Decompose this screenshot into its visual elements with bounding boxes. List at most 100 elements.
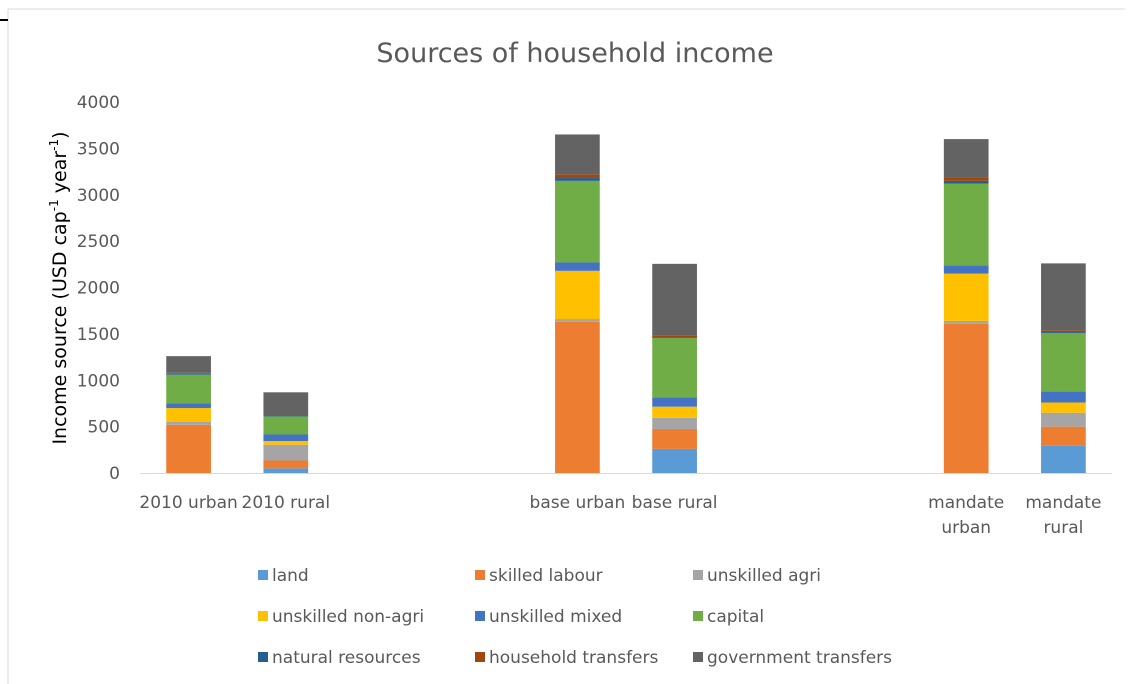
- x-tick-label: mandate: [1025, 493, 1101, 513]
- x-tick-label: base rural: [632, 493, 718, 513]
- bar-segment: [263, 441, 309, 445]
- bar-segment: [652, 397, 697, 407]
- legend-label: skilled labour: [489, 566, 603, 586]
- bar-segment: [263, 460, 309, 469]
- bar-segment: [652, 417, 697, 429]
- x-tick-label: 2010 urban: [139, 493, 237, 513]
- bar-segment: [652, 337, 697, 339]
- bar-segment: [1041, 263, 1086, 331]
- bar-segment: [943, 180, 989, 184]
- x-tick-label: rural: [1043, 518, 1083, 538]
- bar-segment: [943, 320, 989, 324]
- legend-label: unskilled non-agri: [272, 607, 424, 627]
- bar-segment: [166, 424, 211, 473]
- legend-label: government transfers: [707, 648, 892, 668]
- bar-segment: [555, 174, 600, 179]
- legend-item: capital: [693, 607, 764, 627]
- bar-segment: [555, 321, 600, 473]
- bar-segment: [555, 319, 600, 322]
- y-tick-label: 2000: [77, 279, 120, 299]
- y-axis-ticks: 0 500 1000 1500 2000 2500 3000 3500 4000: [77, 93, 120, 484]
- bar-segment: [652, 338, 697, 398]
- bar-segment: [943, 265, 989, 274]
- bar-segment: [166, 374, 211, 404]
- bar-segment: [166, 372, 211, 374]
- y-tick-label: 0: [109, 464, 120, 484]
- bar-segment: [652, 406, 697, 418]
- bar-segment: [555, 262, 600, 271]
- bar-segment: [1041, 402, 1086, 413]
- y-tick-label: 1500: [77, 325, 120, 345]
- bar-segment: [943, 139, 989, 178]
- y-axis-label-part-2: year: [49, 151, 71, 200]
- y-axis-label-part-1: Income source (USD cap: [49, 211, 71, 444]
- legend-label: unskilled mixed: [489, 607, 622, 627]
- legend-swatch: [258, 570, 268, 580]
- legend-swatch: [693, 611, 703, 621]
- y-axis-label-sup-1: -1: [47, 199, 61, 211]
- legend-item: unskilled agri: [693, 566, 821, 586]
- bar-segment: [1041, 445, 1086, 473]
- bar-segment: [263, 468, 309, 473]
- y-tick-label: 1000: [77, 371, 120, 391]
- bars: [166, 134, 1086, 473]
- bar-segment: [652, 428, 697, 449]
- legend-label: household transfers: [489, 648, 658, 668]
- bar-segment: [263, 434, 309, 442]
- y-tick-label: 3500: [77, 139, 120, 159]
- bar-segment: [555, 270, 600, 320]
- legend-item: land: [258, 566, 309, 586]
- y-axis-label: Income source (USD cap-1 year-1): [47, 131, 71, 444]
- bar-segment: [652, 263, 697, 336]
- legend-label: natural resources: [272, 648, 421, 668]
- bar-segment: [943, 183, 989, 266]
- bar-segment: [555, 180, 600, 263]
- bar-segment: [1041, 332, 1086, 333]
- y-axis-label-sup-2: -1: [47, 139, 61, 151]
- legend-item: unskilled non-agri: [258, 607, 424, 627]
- bar-segment: [555, 178, 600, 181]
- x-tick-label: base urban: [530, 493, 626, 513]
- bar-segment: [1041, 412, 1086, 427]
- legend-swatch: [693, 570, 703, 580]
- legend: land skilled labour unskilled agri unskille…: [258, 566, 892, 668]
- legend-label: capital: [707, 607, 764, 627]
- bar-segment: [263, 444, 309, 461]
- chart-title: Sources of household income: [376, 38, 773, 69]
- x-tick-label: mandate: [928, 493, 1004, 513]
- legend-swatch: [475, 652, 485, 662]
- bar-segment: [166, 356, 211, 373]
- bar-segment: [652, 335, 697, 338]
- bar-segment: [166, 421, 211, 425]
- legend-item: natural resources: [258, 648, 421, 668]
- y-tick-label: 2500: [77, 232, 120, 252]
- bar-segment: [1041, 426, 1086, 446]
- bar-segment: [652, 448, 697, 473]
- bar-segment: [263, 416, 309, 435]
- bar-segment: [1041, 330, 1086, 333]
- x-tick-label: 2010 rural: [242, 493, 331, 513]
- bar-segment: [943, 323, 989, 473]
- bar-segment: [166, 373, 211, 375]
- bar-segment: [166, 408, 211, 422]
- x-tick-label: urban: [941, 518, 991, 538]
- y-tick-label: 500: [88, 418, 120, 438]
- legend-item: government transfers: [693, 648, 892, 668]
- bar-segment: [1041, 391, 1086, 403]
- legend-label: land: [272, 566, 309, 586]
- bar-segment: [943, 273, 989, 321]
- legend-item: household transfers: [475, 648, 658, 668]
- bar-segment: [166, 403, 211, 409]
- x-axis-ticks: 2010 urban 2010 rural base urban base rural…: [139, 493, 1101, 538]
- bar-segment: [263, 392, 309, 416]
- legend-label: unskilled agri: [707, 566, 821, 586]
- legend-swatch: [258, 652, 268, 662]
- bar-segment: [555, 134, 600, 175]
- legend-swatch: [475, 611, 485, 621]
- legend-swatch: [693, 652, 703, 662]
- legend-item: unskilled mixed: [475, 607, 622, 627]
- legend-swatch: [258, 611, 268, 621]
- legend-item: skilled labour: [475, 566, 603, 586]
